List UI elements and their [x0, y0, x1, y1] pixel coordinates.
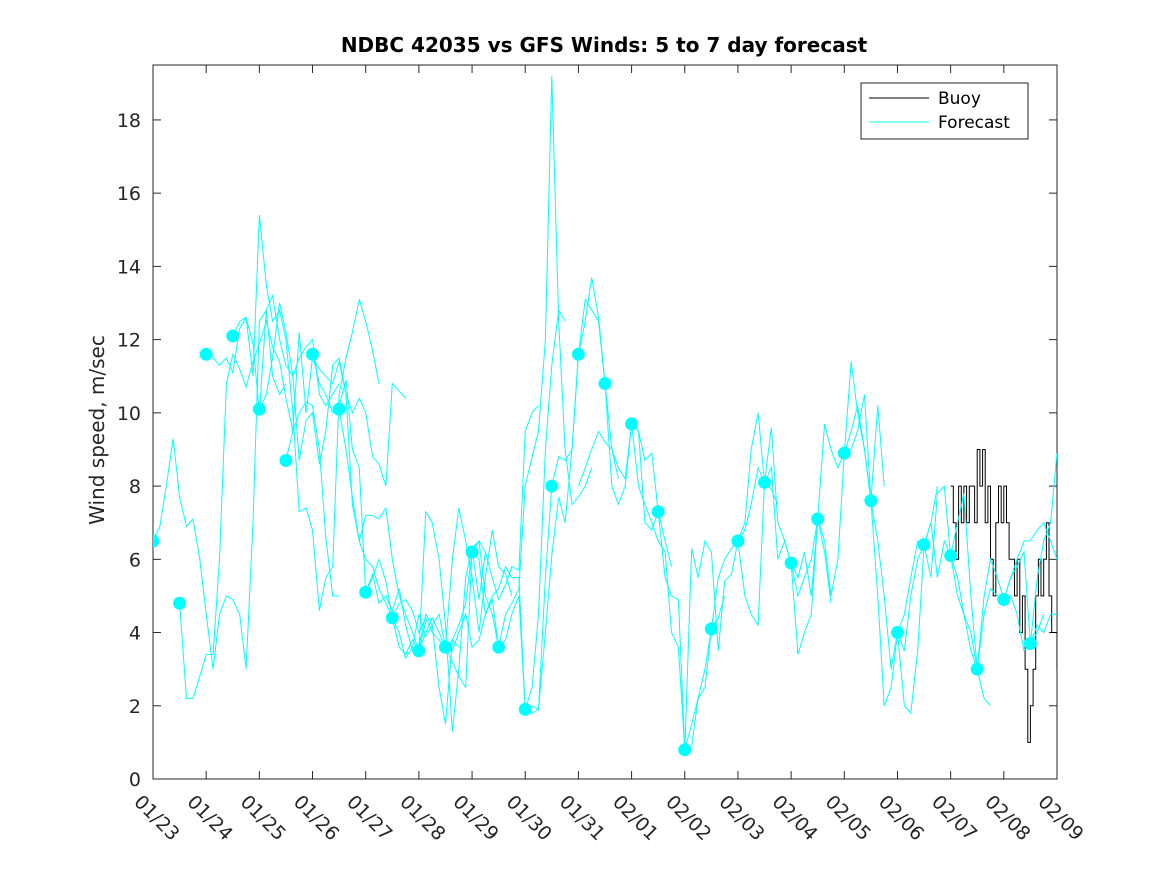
buoy-line	[950, 449, 1057, 743]
y-tick-label: 16	[117, 183, 141, 205]
y-tick-label: 10	[117, 403, 141, 425]
plot-area: 02468101214161801/2301/2401/2501/2601/27…	[117, 64, 1088, 845]
forecast-point	[731, 534, 745, 548]
forecast-point	[279, 453, 293, 467]
forecast-line	[391, 405, 539, 690]
forecast-point	[837, 446, 851, 460]
y-tick-label: 4	[129, 623, 141, 645]
forecast-line	[471, 297, 619, 714]
forecast-point	[784, 556, 798, 570]
forecast-point	[704, 622, 718, 636]
legend: Buoy Forecast	[860, 82, 1029, 140]
legend-label-forecast: Forecast	[938, 113, 1010, 133]
chart-title: NDBC 42035 vs GFS Winds: 5 to 7 day fore…	[341, 33, 868, 57]
series-group	[153, 75, 1057, 757]
forecast-point	[571, 347, 585, 361]
forecast-line	[153, 308, 287, 670]
forecast-point	[758, 475, 772, 489]
forecast-point	[811, 512, 825, 526]
forecast-point	[625, 417, 639, 431]
forecast-point	[332, 402, 346, 416]
forecast-point	[545, 479, 559, 493]
forecast-line	[684, 427, 832, 750]
forecast-point	[864, 494, 878, 508]
forecast-point	[173, 596, 187, 610]
forecast-point	[944, 549, 958, 563]
axes-box	[152, 64, 1058, 780]
forecast-point	[306, 347, 320, 361]
forecast-line	[844, 394, 991, 715]
forecast-point	[970, 662, 984, 676]
forecast-point	[518, 702, 532, 716]
y-tick-label: 6	[129, 549, 141, 571]
forecast-point	[252, 402, 266, 416]
forecast-line	[1029, 453, 1057, 644]
forecast-line	[790, 405, 938, 706]
forecast-line	[338, 409, 486, 732]
forecast-line	[737, 361, 885, 655]
forecast-point	[890, 626, 904, 640]
y-tick-label: 8	[129, 476, 141, 498]
forecast-point	[412, 644, 426, 658]
forecast-line	[205, 293, 340, 413]
forecast-line	[1003, 521, 1057, 600]
y-tick-label: 18	[117, 110, 141, 132]
forecast-line	[445, 75, 593, 648]
forecast-point	[359, 585, 373, 599]
forecast-line	[232, 215, 380, 611]
forecast-point	[917, 538, 931, 552]
forecast-point	[385, 611, 399, 625]
forecast-point	[651, 505, 665, 519]
forecast-point	[1023, 637, 1037, 651]
forecast-point	[678, 743, 692, 757]
forecast-point	[997, 593, 1011, 607]
forecast-line	[631, 412, 779, 751]
forecast-point	[492, 640, 506, 654]
y-tick-label: 0	[129, 769, 141, 791]
forecast-line	[577, 422, 726, 750]
forecast-point	[465, 545, 479, 559]
y-axis-label: Wind speed, m/sec	[85, 335, 109, 525]
legend-box	[860, 82, 1029, 140]
forecast-point	[226, 329, 240, 343]
forecast-point	[438, 640, 452, 654]
forecast-point	[153, 534, 160, 548]
y-tick-label: 12	[117, 330, 141, 352]
forecast-line	[179, 319, 340, 699]
forecast-point	[199, 347, 213, 361]
legend-label-buoy: Buoy	[938, 89, 981, 109]
forecast-point	[598, 377, 612, 391]
y-tick-label: 2	[129, 696, 141, 718]
y-tick-label: 14	[117, 256, 141, 278]
forecast-line	[258, 302, 406, 487]
forecast-line	[524, 277, 672, 711]
